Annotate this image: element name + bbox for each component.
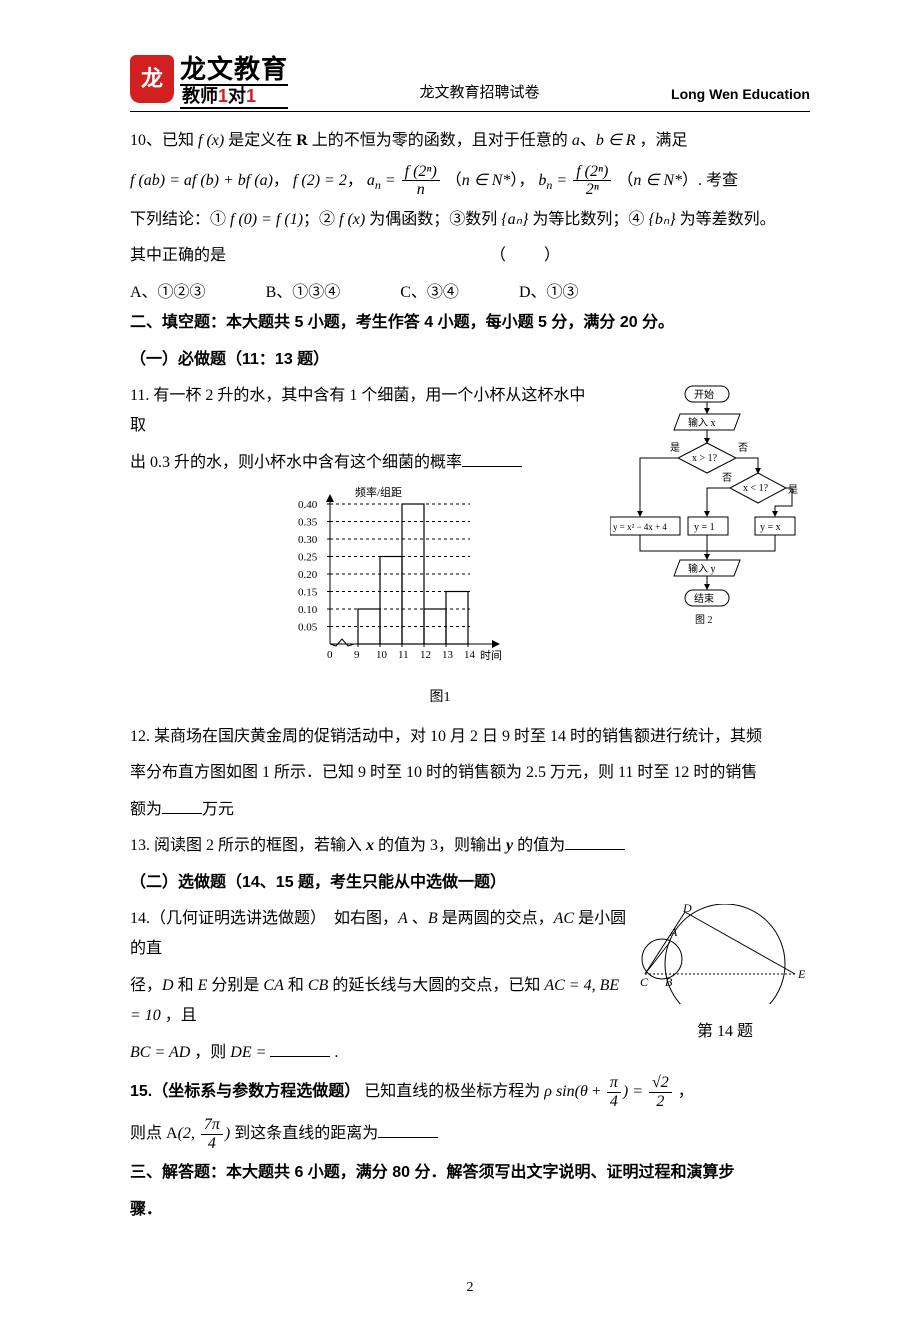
svg-text:输入 x: 输入 x [688,416,716,429]
svg-text:开始: 开始 [694,388,714,401]
svg-text:13: 13 [442,649,454,661]
q14-figure-caption: 第 14 题 [640,1017,810,1047]
histogram-figure: 频率/组距 0.05 0.10 0.15 0.20 0.25 0.30 0.35 0.40 [280,484,600,712]
svg-text:y = x: y = x [760,522,781,533]
flowchart-figure: 开始 输入 x x > 1? 是 否 [610,381,800,642]
header-center-title: 龙文教育招聘试卷 [288,79,671,110]
svg-text:0.05: 0.05 [298,622,318,634]
q10-line3: 下列结论：① f (0) = f (1)；② f (x) 为偶函数；③数列 {a… [130,205,810,235]
svg-text:0.40: 0.40 [298,499,318,511]
svg-text:输入 y: 输入 y [688,562,716,575]
svg-text:0.10: 0.10 [298,604,318,616]
q10-option-b: B、①③④ [266,278,341,308]
svg-text:图 2: 图 2 [695,614,713,626]
section2-title: 二、填空题：本大题共 5 小题，考生作答 4 小题，每小题 5 分，满分 20 … [130,308,810,338]
svg-text:9: 9 [354,649,360,661]
q14-svg: D A C B E [640,904,810,1004]
svg-text:E: E [797,967,806,981]
q12-line1: 12. 某商场在国庆黄金周的促销活动中，对 10 月 2 日 9 时至 14 时… [130,722,810,752]
svg-text:否: 否 [722,472,732,484]
svg-text:y = 1: y = 1 [694,522,715,533]
svg-text:10: 10 [376,649,388,661]
svg-text:x < 1?: x < 1? [743,483,769,494]
q12-blank [162,797,202,814]
header-right-brand: Long Wen Education [671,81,810,110]
q13-blank [565,833,625,850]
q15-blank [378,1121,438,1138]
q10-option-d: D、①③ [519,278,579,308]
svg-text:0.15: 0.15 [298,587,318,599]
svg-text:x > 1?: x > 1? [692,453,718,464]
svg-text:结束: 结束 [694,592,714,605]
q14-figure: D A C B E 第 14 题 [640,904,810,1048]
svg-text:否: 否 [738,442,748,454]
q15-line1: 15.（坐标系与参数方程选做题） 已知直线的极坐标方程为 ρ sin(θ + π… [130,1074,810,1110]
q10-option-c: C、③④ [400,278,459,308]
svg-text:12: 12 [420,649,431,661]
q11-line2: 出 0.3 升的水，则小杯水中含有这个细菌的概率 [130,448,600,478]
q14-blank [270,1040,330,1057]
logo-title: 龙文教育 [180,55,288,84]
svg-text:是: 是 [670,442,680,454]
svg-text:C: C [640,975,649,989]
svg-text:D: D [682,904,692,915]
svg-text:A: A [669,925,678,939]
svg-text:11: 11 [398,649,409,661]
svg-text:时间: 时间 [480,649,502,662]
section2-sub1: （一）必做题（11：13 题） [130,345,810,375]
svg-text:0.30: 0.30 [298,534,318,546]
q12-line3: 额为万元 [130,795,810,825]
section2b-title: （二）选做题（14、15 题，考生只能从中选做一题） [130,868,810,898]
svg-text:0.25: 0.25 [298,552,318,564]
svg-text:B: B [665,975,673,989]
svg-text:y = x² − 4x + 4: y = x² − 4x + 4 [613,522,667,532]
section3-title-a: 三、解答题：本大题共 6 小题，满分 80 分．解答须写出文字说明、证明过程和演… [130,1158,810,1188]
histogram-caption: 图1 [280,685,600,712]
q10-answer-paren: （ ） [490,241,562,271]
svg-text:14: 14 [464,649,476,661]
q14-line2: 径，D 和 E 分别是 CA 和 CB 的延长线与大圆的交点，已知 AC = 4… [130,971,630,1032]
q12-line2: 率分布直方图如图 1 所示．已知 9 时至 10 时的销售额为 2.5 万元，则… [130,758,810,788]
svg-text:是: 是 [788,484,798,496]
svg-text:频率/组距: 频率/组距 [355,485,402,499]
section3-title-b: 骤． [130,1195,810,1225]
q11-line1: 11. 有一杯 2 升的水，其中含有 1 个细菌，用一个小杯从这杯水中取 [130,381,600,442]
q14-line3: BC = AD ，则 DE = . [130,1038,630,1068]
q10-line4: 其中正确的是 （ ） [130,241,810,271]
logo: 龙 龙文教育 教师1对1 [130,55,288,109]
q10-line2: f (ab) = af (b) + bf (a)， f (2) = 2， an … [130,163,810,199]
logo-subtitle: 教师1对1 [180,84,288,110]
q10-line1: 10、已知 f (x) 是定义在 R 上的不恒为零的函数，且对于任意的 a、b … [130,126,810,156]
page-number: 2 [130,1275,810,1302]
svg-text:0.20: 0.20 [298,569,318,581]
histogram-svg: 频率/组距 0.05 0.10 0.15 0.20 0.25 0.30 0.35 0.40 [280,484,510,674]
svg-text:0: 0 [327,649,333,661]
svg-text:0.35: 0.35 [298,517,318,529]
flowchart-svg: 开始 输入 x x > 1? 是 否 [610,381,800,631]
q11-blank [462,450,522,467]
q10-options: A、①②③ B、①③④ C、③④ D、①③ [130,278,810,308]
page-header: 龙 龙文教育 教师1对1 龙文教育招聘试卷 Long Wen Education [130,55,810,112]
q13-line: 13. 阅读图 2 所示的框图，若输入 x 的值为 3，则输出 y 的值为 [130,831,810,861]
q15-line2: 则点 A(2, 7π4) 到这条直线的距离为 [130,1116,810,1152]
q14-line1: 14.（几何证明选讲选做题） 如右图，A 、B 是两圆的交点，AC 是小圆的直 [130,904,630,965]
q10-option-a: A、①②③ [130,278,206,308]
logo-badge: 龙 [130,55,174,103]
